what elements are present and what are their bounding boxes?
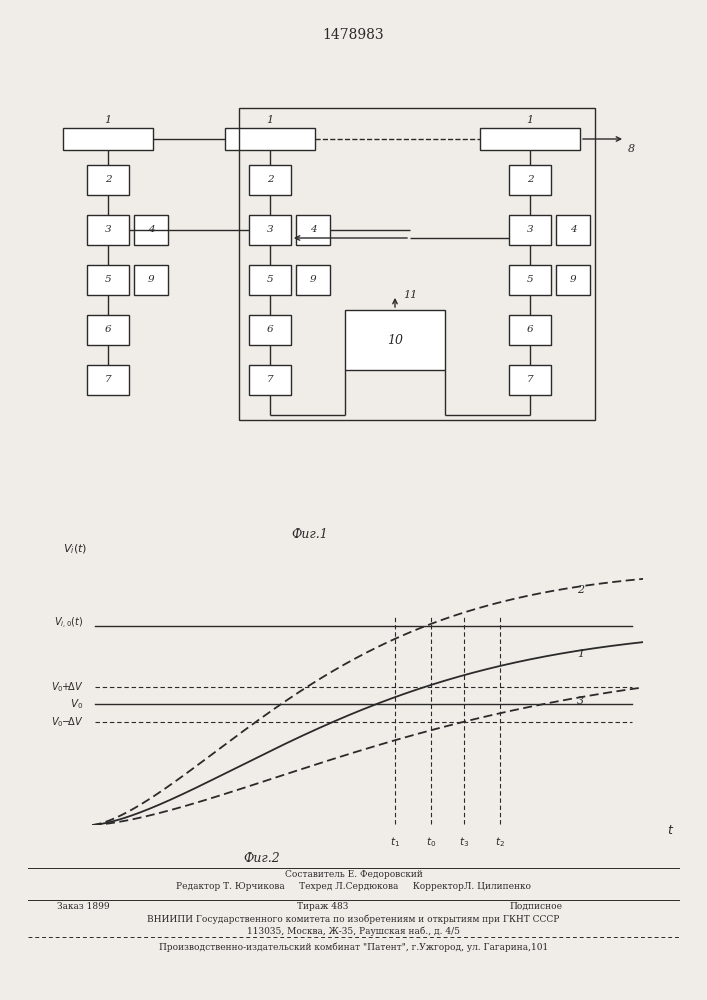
Bar xyxy=(239,108,595,420)
Text: 6: 6 xyxy=(527,326,533,334)
Text: $\mathit{t}_0$: $\mathit{t}_0$ xyxy=(426,836,436,849)
Text: 1: 1 xyxy=(577,649,584,659)
Text: 5: 5 xyxy=(105,275,111,284)
Text: 9: 9 xyxy=(310,275,316,284)
Bar xyxy=(509,165,551,195)
Bar xyxy=(249,165,291,195)
Text: 1: 1 xyxy=(105,115,112,125)
Bar xyxy=(556,265,590,295)
Bar xyxy=(87,265,129,295)
Bar xyxy=(225,128,315,150)
Text: 7: 7 xyxy=(527,375,533,384)
Bar xyxy=(87,215,129,245)
Text: 113035, Москва, Ж-35, Раушская наб., д. 4/5: 113035, Москва, Ж-35, Раушская наб., д. … xyxy=(247,926,460,936)
Bar xyxy=(249,265,291,295)
Text: 1: 1 xyxy=(267,115,274,125)
Bar xyxy=(509,265,551,295)
Text: 2: 2 xyxy=(577,585,584,595)
Text: Фиг.1: Фиг.1 xyxy=(291,528,328,542)
Text: $\mathit{V}_{i,0}(t)$: $\mathit{V}_{i,0}(t)$ xyxy=(54,616,83,631)
Bar xyxy=(345,310,445,370)
Text: $\mathit{V}_i(t)$: $\mathit{V}_i(t)$ xyxy=(63,543,88,556)
Bar xyxy=(509,315,551,345)
Bar xyxy=(134,215,168,245)
Text: ВНИИПИ Государственного комитета по изобретениям и открытиям при ГКНТ СССР: ВНИИПИ Государственного комитета по изоб… xyxy=(147,914,560,924)
Text: Редактор Т. Юрчикова     Техред Л.Сердюкова     КорректорЛ. Цилипенко: Редактор Т. Юрчикова Техред Л.Сердюкова … xyxy=(176,882,531,891)
Text: Подписное: Подписное xyxy=(509,902,562,911)
Text: 6: 6 xyxy=(267,326,274,334)
Bar xyxy=(249,315,291,345)
Bar xyxy=(296,215,330,245)
Bar xyxy=(63,128,153,150)
Bar xyxy=(480,128,580,150)
Text: Тираж 483: Тираж 483 xyxy=(297,902,349,911)
Bar xyxy=(134,265,168,295)
Text: 2: 2 xyxy=(105,176,111,184)
Text: $\mathit{t}_3$: $\mathit{t}_3$ xyxy=(459,836,469,849)
Text: 5: 5 xyxy=(267,275,274,284)
Bar xyxy=(249,215,291,245)
Text: 3: 3 xyxy=(267,226,274,234)
Text: 5: 5 xyxy=(527,275,533,284)
Bar xyxy=(249,365,291,395)
Text: Заказ 1899: Заказ 1899 xyxy=(57,902,109,911)
Text: 3: 3 xyxy=(527,226,533,234)
Text: Производственно-издательский комбинат "Патент", г.Ужгород, ул. Гагарина,101: Производственно-издательский комбинат "П… xyxy=(159,942,548,952)
Text: 3: 3 xyxy=(105,226,111,234)
Text: 2: 2 xyxy=(527,176,533,184)
Text: 2: 2 xyxy=(267,176,274,184)
Text: 7: 7 xyxy=(267,375,274,384)
Text: Фиг.2: Фиг.2 xyxy=(243,852,280,865)
Text: 1478983: 1478983 xyxy=(322,28,385,42)
Bar xyxy=(509,365,551,395)
Text: $\mathit{t}$: $\mathit{t}$ xyxy=(667,824,674,837)
Bar xyxy=(556,215,590,245)
Text: 9: 9 xyxy=(148,275,154,284)
Text: $\mathit{V}_0\!\!-\!\!\Delta\mathit{V}$: $\mathit{V}_0\!\!-\!\!\Delta\mathit{V}$ xyxy=(51,715,83,729)
Text: 7: 7 xyxy=(105,375,111,384)
Bar xyxy=(296,265,330,295)
Text: $\mathit{t}_2$: $\mathit{t}_2$ xyxy=(495,836,505,849)
Text: 4: 4 xyxy=(570,226,576,234)
Bar xyxy=(509,215,551,245)
Text: 9: 9 xyxy=(570,275,576,284)
Bar xyxy=(87,315,129,345)
Text: 6: 6 xyxy=(105,326,111,334)
Text: 4: 4 xyxy=(148,226,154,234)
Text: Составитель Е. Федоровский: Составитель Е. Федоровский xyxy=(284,870,423,879)
Text: 1: 1 xyxy=(527,115,534,125)
Text: 4: 4 xyxy=(310,226,316,234)
Bar xyxy=(87,165,129,195)
Text: 11: 11 xyxy=(403,290,417,300)
Text: 3: 3 xyxy=(577,696,584,706)
Text: 10: 10 xyxy=(387,334,403,347)
Text: $\mathit{V}_0\!\!+\!\!\Delta\mathit{V}$: $\mathit{V}_0\!\!+\!\!\Delta\mathit{V}$ xyxy=(51,680,83,694)
Text: $\mathit{t}_1$: $\mathit{t}_1$ xyxy=(390,836,400,849)
Text: $\mathit{V}_0$: $\mathit{V}_0$ xyxy=(71,698,83,711)
Bar xyxy=(87,365,129,395)
Text: 8: 8 xyxy=(628,144,635,154)
